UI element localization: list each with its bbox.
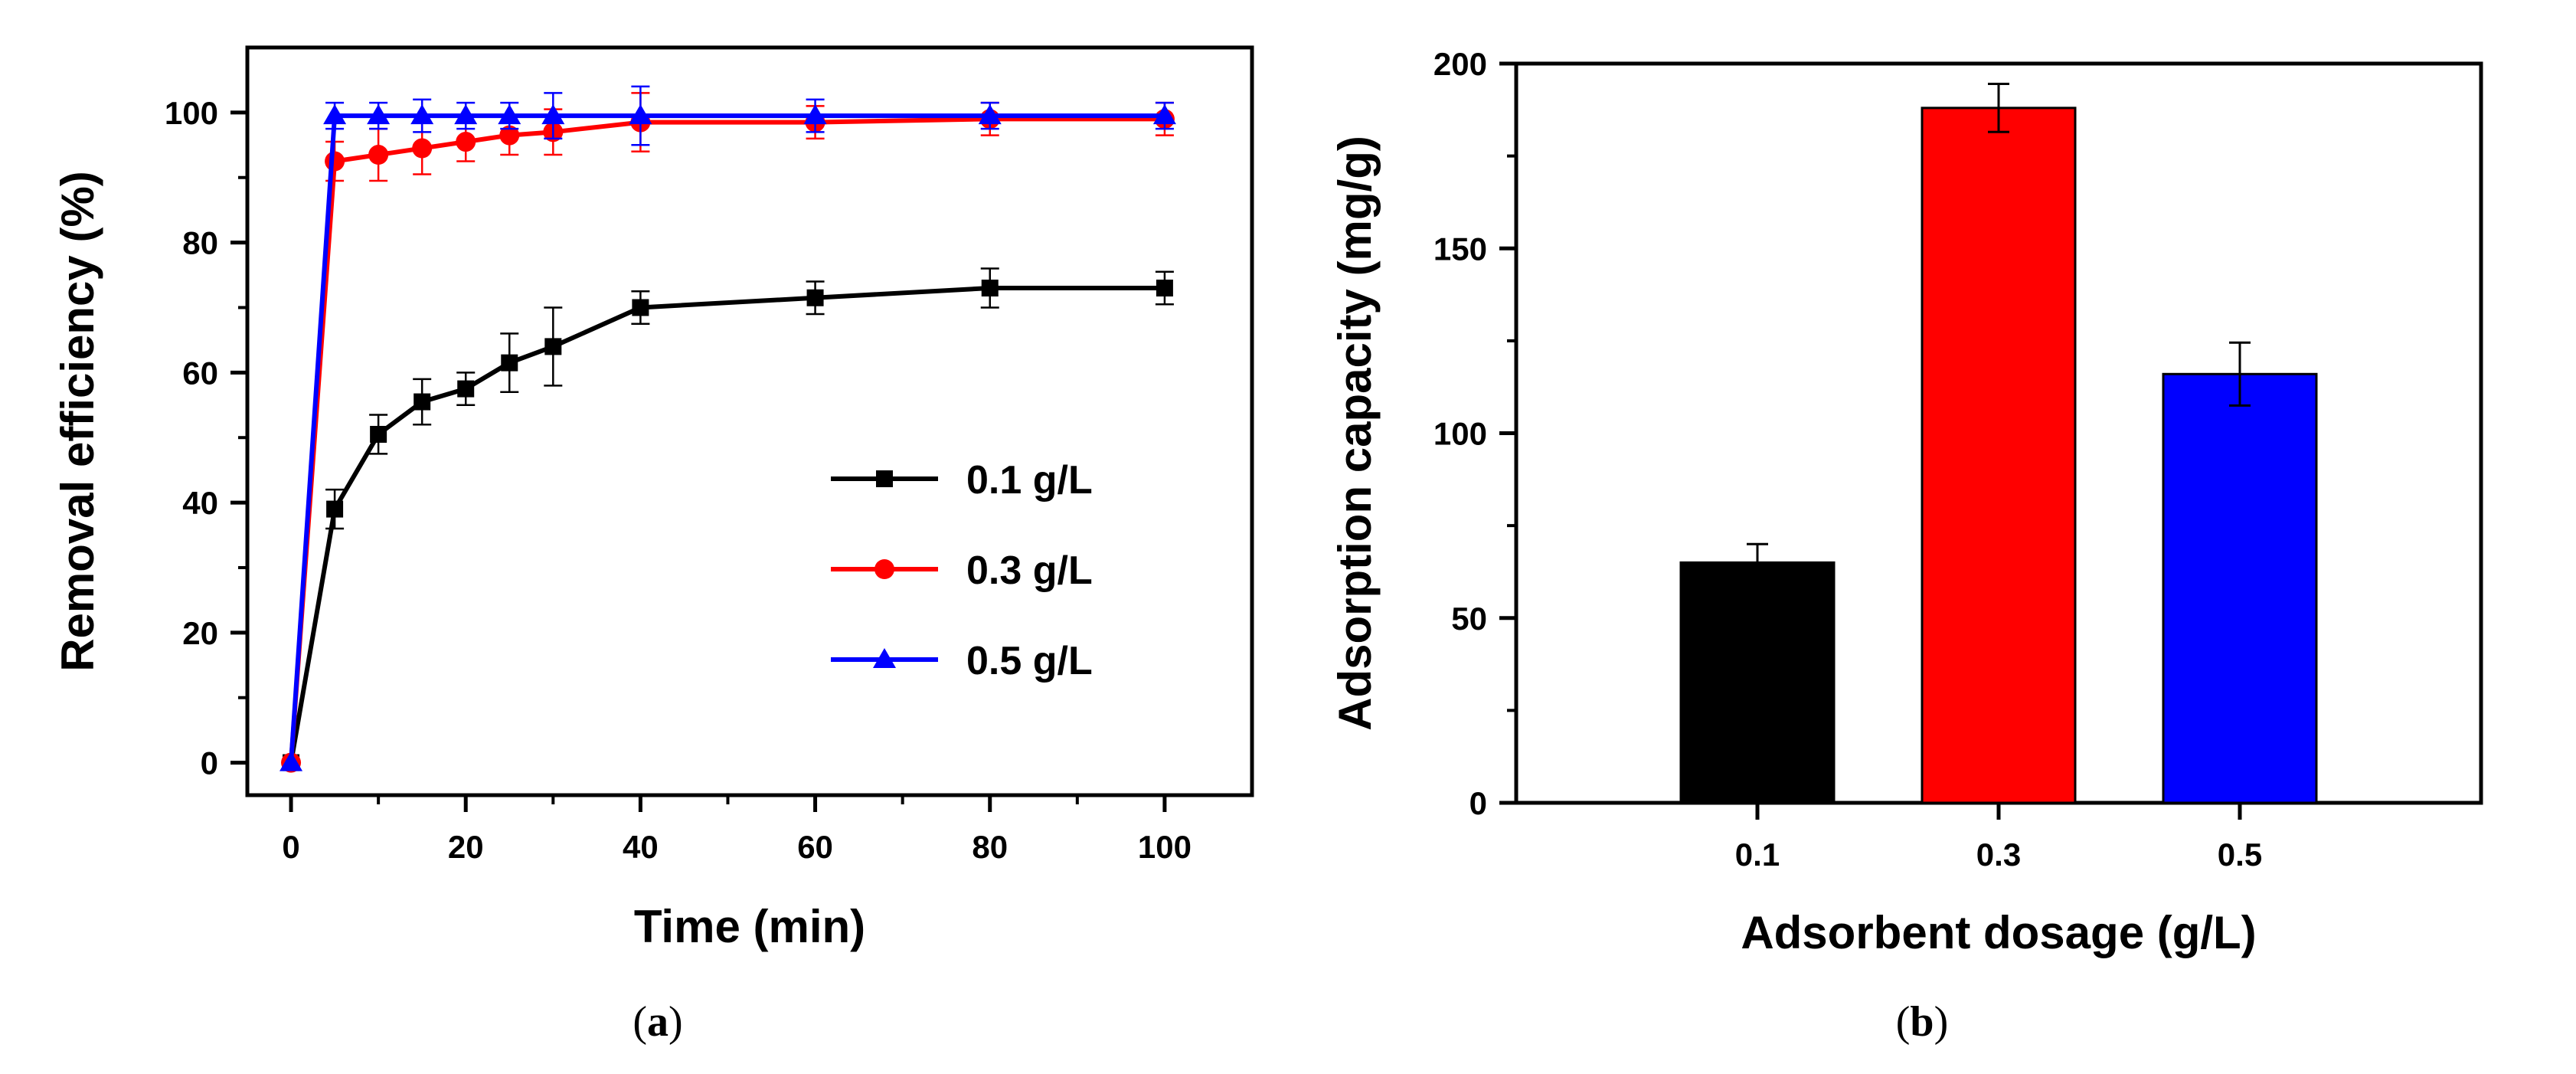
panel-caption-paren-b: ) xyxy=(1934,998,1949,1046)
panel-caption-letter-a: a xyxy=(647,998,669,1046)
data-point-a xyxy=(498,104,521,125)
data-point-a xyxy=(632,299,649,316)
data-point-a xyxy=(803,104,827,125)
x-tick-label-a: 40 xyxy=(623,829,659,865)
data-point-a xyxy=(1152,104,1176,125)
series-a-0 xyxy=(283,267,1174,771)
y-tick-label-b: 200 xyxy=(1433,46,1487,82)
legend-marker-a xyxy=(873,648,896,668)
y-tick-label-b: 0 xyxy=(1469,785,1487,821)
plot-frame-a xyxy=(245,45,1254,797)
series-line-a xyxy=(289,286,1165,764)
bar-b xyxy=(1921,106,2077,804)
x-tick-label-b: 0.5 xyxy=(2218,837,2262,873)
panel-caption-paren-a: ( xyxy=(633,998,647,1046)
x-tick-label-a: 80 xyxy=(972,829,1008,865)
x-axis-title-a: Time (min) xyxy=(634,901,865,952)
data-point-a xyxy=(412,138,433,159)
series-a-2 xyxy=(280,85,1176,771)
panel-caption-b: (b) xyxy=(1896,998,1948,1046)
data-point-a xyxy=(323,104,347,125)
data-point-a xyxy=(806,289,824,306)
y-axis-title-b: Adsorption capacity (mg/g) xyxy=(1329,136,1381,731)
x-tick-label-a: 20 xyxy=(448,829,484,865)
bar-b xyxy=(2162,372,2318,804)
panel-a: 0 20 40 60 80 100 0 20 40 60 80 100 Time (min) Remova… xyxy=(52,45,1254,1046)
y-tick-label-b: 150 xyxy=(1433,231,1487,267)
data-point-a xyxy=(1156,280,1173,297)
y-tick-label-a: 20 xyxy=(182,615,218,651)
data-point-a xyxy=(326,500,344,518)
y-tick-label-a: 60 xyxy=(182,355,218,391)
panel-caption-a: (a) xyxy=(633,998,682,1046)
panel-caption-paren-b: ( xyxy=(1896,998,1911,1046)
legend-label-a: 0.3 g/L xyxy=(966,548,1093,593)
y-tick-label-b: 100 xyxy=(1433,416,1487,452)
data-point-a xyxy=(325,151,345,172)
data-point-a xyxy=(368,145,389,165)
data-point-a xyxy=(981,280,999,297)
y-tick-label-a: 0 xyxy=(201,745,218,781)
x-tick-label-b: 0.3 xyxy=(1976,837,2021,873)
y-tick-label-a: 80 xyxy=(182,225,218,261)
panel-b: 0 50 100 150 200 0.1 0.3 0.5 Adsorbent dosage (g… xyxy=(1329,46,2483,1046)
data-point-a xyxy=(410,104,434,125)
x-tick-label-a: 100 xyxy=(1138,829,1192,865)
data-point-a xyxy=(544,338,562,355)
x-axis-title-b: Adsorbent dosage (g/L) xyxy=(1741,907,2256,958)
y-tick-label-a: 100 xyxy=(165,95,218,131)
y-axis-title-a: Removal efficiency (%) xyxy=(52,171,103,672)
panel-caption-paren-a: ) xyxy=(669,998,683,1046)
legend-a: 0.1 g/L 0.3 g/L 0.5 g/L xyxy=(831,458,1093,683)
data-point-a xyxy=(454,104,478,125)
legend-marker-a xyxy=(876,470,893,487)
y-tick-label-b: 50 xyxy=(1451,601,1487,637)
data-point-a xyxy=(501,354,518,372)
legend-marker-a xyxy=(874,559,894,579)
data-point-a xyxy=(370,425,387,443)
legend-label-a: 0.1 g/L xyxy=(966,458,1093,503)
data-point-a xyxy=(457,380,475,398)
legend-label-a: 0.5 g/L xyxy=(966,639,1093,683)
data-point-a xyxy=(414,393,431,411)
x-tick-label-b: 0.1 xyxy=(1735,837,1780,873)
data-point-a xyxy=(978,104,1002,125)
data-point-a xyxy=(367,104,391,125)
data-point-a xyxy=(456,132,476,152)
y-tick-label-a: 40 xyxy=(182,485,218,521)
data-point-a xyxy=(629,104,652,125)
x-tick-label-a: 60 xyxy=(797,829,833,865)
panel-caption-letter-b: b xyxy=(1910,998,1934,1046)
data-point-a xyxy=(499,125,520,146)
data-point-a xyxy=(541,104,565,125)
data-point-a xyxy=(280,751,303,771)
bar-b xyxy=(1679,561,1836,804)
x-tick-label-a: 0 xyxy=(282,829,299,865)
